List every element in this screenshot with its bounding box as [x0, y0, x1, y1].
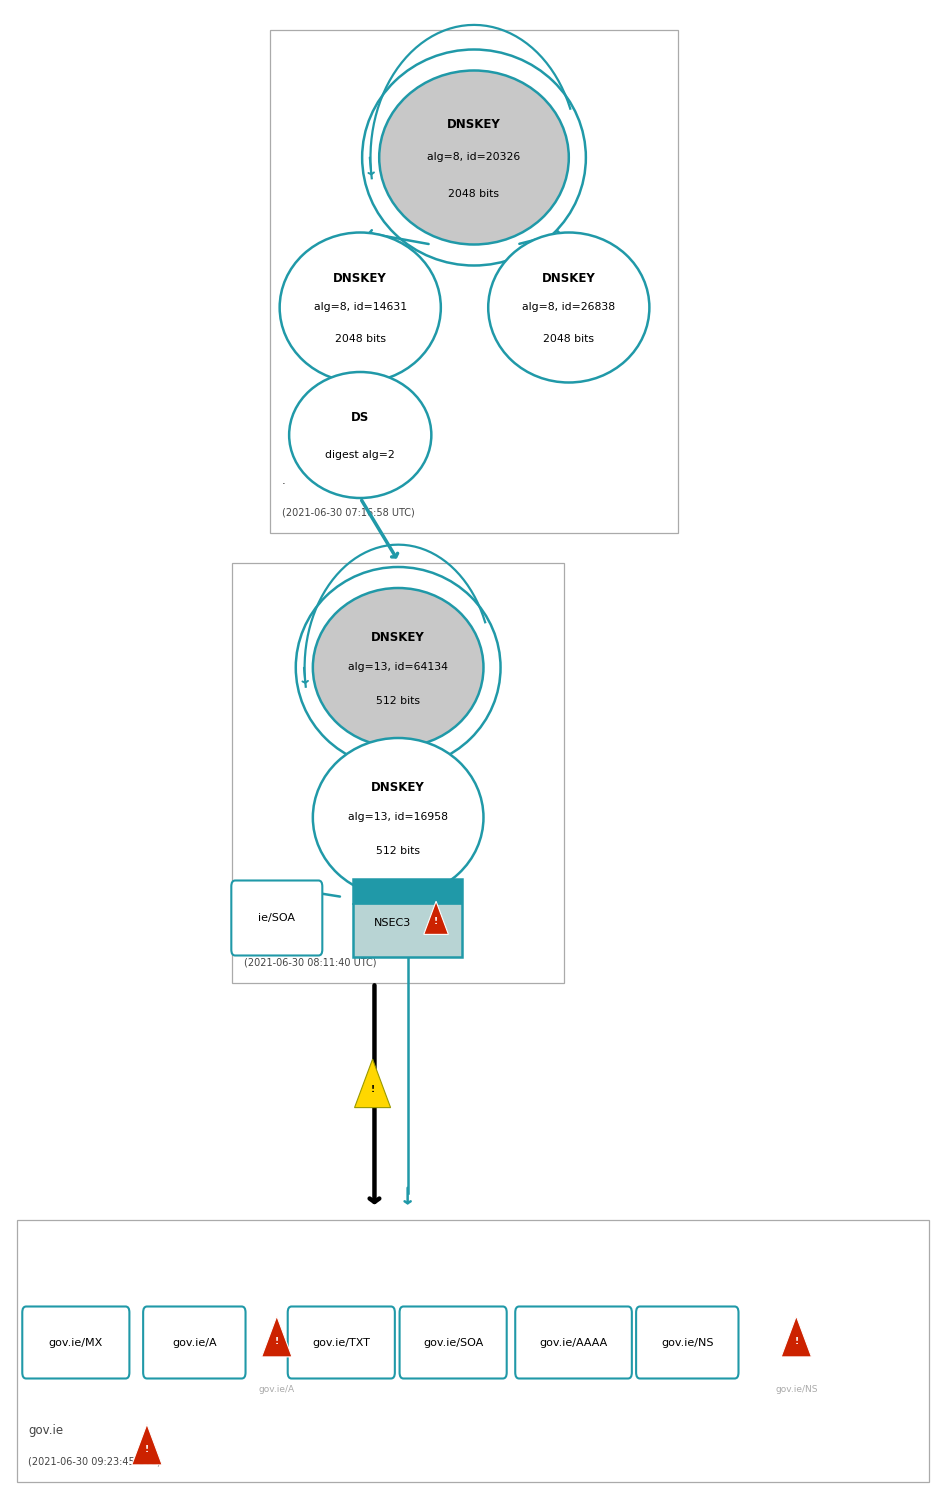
- Text: gov.ie/A: gov.ie/A: [259, 1384, 295, 1394]
- FancyBboxPatch shape: [23, 1306, 129, 1378]
- FancyBboxPatch shape: [515, 1306, 631, 1378]
- Text: DNSKEY: DNSKEY: [334, 273, 387, 285]
- Text: !: !: [275, 1336, 279, 1346]
- FancyBboxPatch shape: [288, 1306, 394, 1378]
- Text: DNSKEY: DNSKEY: [372, 632, 425, 644]
- Text: 512 bits: 512 bits: [376, 696, 420, 706]
- Text: gov.ie/TXT: gov.ie/TXT: [312, 1338, 371, 1347]
- Text: DNSKEY: DNSKEY: [542, 273, 595, 285]
- Text: gov.ie/SOA: gov.ie/SOA: [423, 1338, 483, 1347]
- Text: gov.ie: gov.ie: [28, 1424, 64, 1437]
- Text: DS: DS: [351, 411, 370, 424]
- Text: gov.ie/NS: gov.ie/NS: [661, 1338, 714, 1347]
- Text: gov.ie/NS: gov.ie/NS: [775, 1384, 817, 1394]
- FancyBboxPatch shape: [143, 1306, 246, 1378]
- Ellipse shape: [280, 232, 441, 382]
- Polygon shape: [355, 1059, 391, 1107]
- Text: alg=8, id=26838: alg=8, id=26838: [522, 303, 615, 312]
- Text: (2021-06-30 09:23:45 UTC): (2021-06-30 09:23:45 UTC): [28, 1456, 161, 1467]
- Text: (2021-06-30 07:16:58 UTC): (2021-06-30 07:16:58 UTC): [282, 507, 414, 518]
- Text: gov.ie/A: gov.ie/A: [172, 1338, 217, 1347]
- Text: DNSKEY: DNSKEY: [447, 118, 501, 130]
- Text: !: !: [145, 1444, 149, 1454]
- Text: alg=8, id=14631: alg=8, id=14631: [314, 303, 407, 312]
- Bar: [353, 879, 462, 904]
- Text: digest alg=2: digest alg=2: [325, 450, 395, 460]
- Text: 2048 bits: 2048 bits: [543, 334, 594, 344]
- Bar: [353, 879, 462, 957]
- Text: ie: ie: [244, 924, 254, 938]
- Bar: [232, 562, 564, 982]
- Text: 2048 bits: 2048 bits: [335, 334, 386, 344]
- Text: !: !: [794, 1336, 798, 1346]
- Polygon shape: [262, 1316, 292, 1358]
- Text: alg=8, id=20326: alg=8, id=20326: [428, 153, 520, 162]
- Ellipse shape: [488, 232, 649, 382]
- Text: alg=13, id=16958: alg=13, id=16958: [348, 813, 448, 822]
- Ellipse shape: [313, 588, 483, 747]
- FancyBboxPatch shape: [399, 1306, 506, 1378]
- Text: 2048 bits: 2048 bits: [448, 189, 500, 200]
- FancyBboxPatch shape: [636, 1306, 738, 1378]
- Text: gov.ie/MX: gov.ie/MX: [48, 1338, 103, 1347]
- Ellipse shape: [313, 738, 483, 897]
- Bar: [270, 30, 678, 532]
- Text: !: !: [434, 916, 438, 926]
- Text: (2021-06-30 08:11:40 UTC): (2021-06-30 08:11:40 UTC): [244, 957, 376, 968]
- Bar: [17, 1220, 929, 1482]
- Text: .: .: [282, 474, 285, 488]
- Polygon shape: [132, 1424, 162, 1466]
- Text: DNSKEY: DNSKEY: [372, 782, 425, 794]
- Text: alg=13, id=64134: alg=13, id=64134: [348, 663, 448, 672]
- Polygon shape: [424, 902, 448, 934]
- Text: !: !: [371, 1084, 374, 1094]
- Ellipse shape: [289, 372, 431, 498]
- Text: gov.ie/AAAA: gov.ie/AAAA: [539, 1338, 608, 1347]
- Ellipse shape: [379, 70, 569, 244]
- Text: 512 bits: 512 bits: [376, 846, 420, 856]
- FancyBboxPatch shape: [231, 880, 322, 956]
- Text: NSEC3: NSEC3: [374, 918, 411, 927]
- Polygon shape: [781, 1316, 811, 1358]
- Text: ie/SOA: ie/SOA: [258, 914, 296, 922]
